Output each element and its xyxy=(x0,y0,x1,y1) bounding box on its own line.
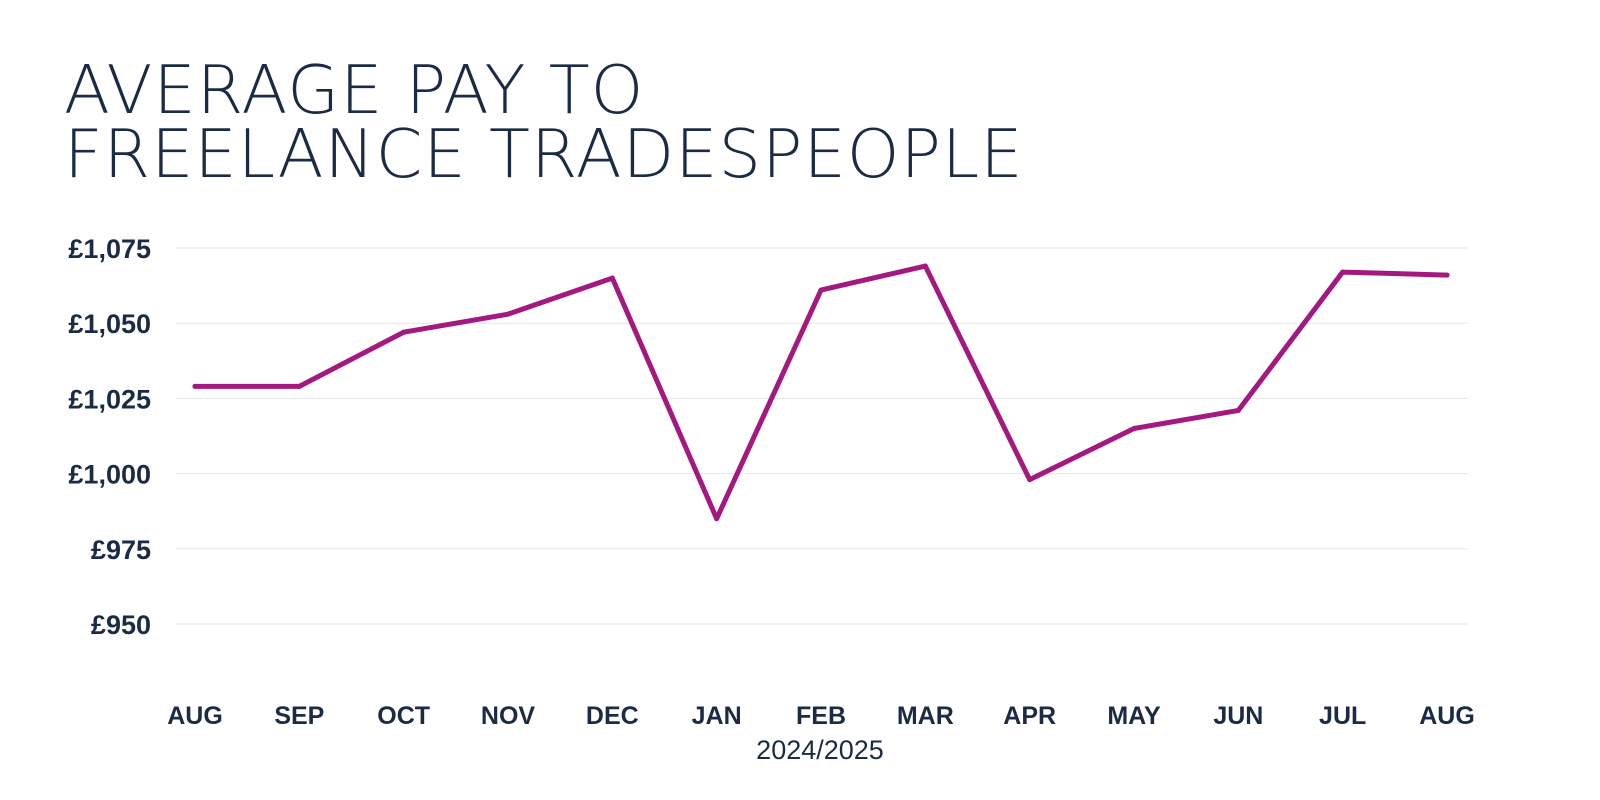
data-point xyxy=(505,311,511,317)
data-point xyxy=(922,263,928,269)
y-tick-label: £1,075 xyxy=(68,234,151,264)
data-point xyxy=(1235,407,1241,413)
series-layer xyxy=(192,263,1450,522)
x-tick-label: JAN xyxy=(692,702,742,730)
data-point xyxy=(296,383,302,389)
chart-title: AVERAGE PAY TO FREELANCE TRADESPEOPLE xyxy=(64,51,1024,193)
y-tick-label: £1,050 xyxy=(68,309,151,339)
x-tick-label: NOV xyxy=(481,702,536,730)
data-point xyxy=(1444,272,1450,278)
series-line xyxy=(192,263,1450,522)
x-tick-label: OCT xyxy=(377,702,430,730)
x-tick-label: AUG xyxy=(167,702,223,730)
x-axis-title: 2024/2025 xyxy=(756,735,884,765)
data-point xyxy=(1027,477,1033,483)
x-tick-label: SEP xyxy=(274,702,324,730)
data-point xyxy=(401,329,407,335)
x-tick-label: MAR xyxy=(897,702,954,730)
x-tick-label: MAY xyxy=(1107,702,1161,730)
gridlines xyxy=(176,247,1468,625)
x-tick-label: JUL xyxy=(1319,702,1366,730)
x-tick-label: DEC xyxy=(586,702,639,730)
data-point xyxy=(609,275,615,281)
x-tick-label: APR xyxy=(1003,702,1056,730)
data-point xyxy=(192,383,198,389)
data-point xyxy=(714,516,720,522)
x-axis-ticks: AUG SEP OCT NOV DEC JAN FEB MAR APR MAY JUN JUL AUG xyxy=(167,702,1475,730)
y-tick-label: £1,025 xyxy=(68,384,151,414)
data-point xyxy=(818,287,824,293)
y-tick-label: £950 xyxy=(91,610,151,640)
y-axis-ticks: £950 £975 £1,000 £1,025 £1,050 £1,075 xyxy=(68,234,151,640)
y-tick-label: £975 xyxy=(91,535,151,565)
data-point xyxy=(1340,269,1346,275)
data-point xyxy=(1131,425,1137,431)
y-tick-label: £1,000 xyxy=(68,460,151,490)
x-tick-label: AUG xyxy=(1419,702,1475,730)
x-tick-label: FEB xyxy=(796,702,846,730)
x-tick-label: JUN xyxy=(1213,702,1263,730)
